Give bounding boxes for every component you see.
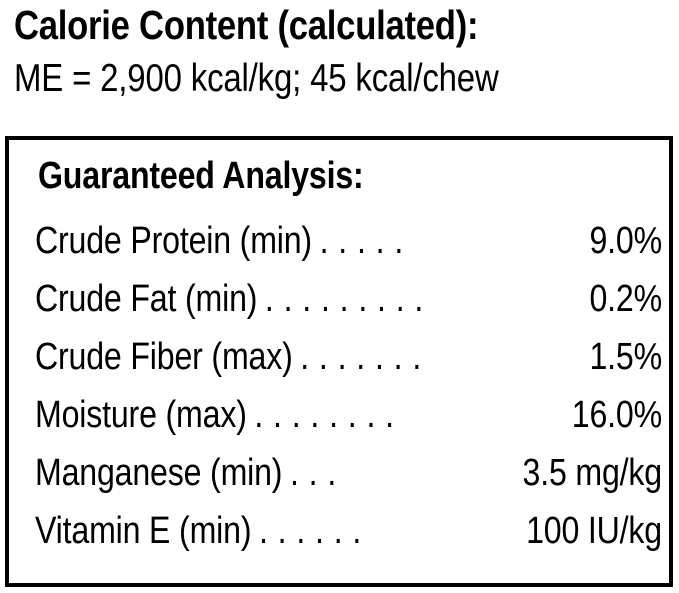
nutrient-name: Crude Fiber (max) bbox=[35, 336, 293, 378]
nutrient-name: Manganese (min) bbox=[35, 452, 283, 494]
guaranteed-analysis-box: Guaranteed Analysis: Crude Protein (min)… bbox=[5, 136, 673, 587]
analysis-row-inner: Crude Fiber (max) . . . . . . . 1.5% bbox=[35, 332, 662, 390]
dot-leader: . . . . . bbox=[319, 220, 404, 262]
nutrient-value: 16.0% bbox=[571, 394, 662, 436]
metabolizable-energy-statement: ME = 2,900 kcal/kg; 45 kcal/chew bbox=[14, 57, 499, 100]
nutrient-name: Crude Protein (min) bbox=[35, 220, 312, 262]
dot-leader: . . . . . . . . . bbox=[264, 278, 424, 320]
calorie-content-section: Calorie Content (calculated): ME = 2,900… bbox=[0, 0, 679, 130]
nutrient-value: 0.2% bbox=[589, 278, 662, 320]
nutrient-value: 9.0% bbox=[589, 220, 662, 262]
analysis-row: Crude Fat (min) . . . . . . . . . 0.2% bbox=[9, 274, 669, 332]
dot-leader: . . . . . . . . bbox=[254, 394, 395, 436]
dot-leader: . . . bbox=[289, 452, 337, 494]
analysis-row: Manganese (min) . . . 3.5 mg/kg bbox=[9, 448, 669, 506]
analysis-row: Crude Protein (min) . . . . . 9.0% bbox=[9, 216, 669, 274]
nutrient-name: Crude Fat (min) bbox=[35, 278, 258, 320]
nutrient-value: 3.5 mg/kg bbox=[522, 452, 663, 494]
nutrient-name: Vitamin E (min) bbox=[35, 510, 252, 552]
analysis-row-inner: Crude Fat (min) . . . . . . . . . 0.2% bbox=[35, 274, 662, 332]
dot-leader: . . . . . . bbox=[258, 510, 362, 552]
analysis-row: Crude Fiber (max) . . . . . . . 1.5% bbox=[9, 332, 669, 390]
nutrient-value: 100 IU/kg bbox=[526, 510, 662, 552]
calorie-content-title: Calorie Content (calculated): bbox=[14, 2, 479, 48]
guaranteed-analysis-content: Guaranteed Analysis: Crude Protein (min)… bbox=[9, 140, 669, 583]
guaranteed-analysis-heading: Guaranteed Analysis: bbox=[38, 155, 364, 197]
analysis-row-inner: Vitamin E (min) . . . . . . 100 IU/kg bbox=[35, 506, 662, 564]
analysis-row: Vitamin E (min) . . . . . . 100 IU/kg bbox=[9, 506, 669, 564]
analysis-row-inner: Moisture (max) . . . . . . . . 16.0% bbox=[35, 390, 662, 448]
analysis-row-inner: Manganese (min) . . . 3.5 mg/kg bbox=[35, 448, 662, 506]
dot-leader: . . . . . . . bbox=[300, 336, 422, 378]
guaranteed-analysis-rows: Crude Protein (min) . . . . . 9.0% Crude… bbox=[9, 216, 669, 564]
nutrient-name: Moisture (max) bbox=[35, 394, 247, 436]
analysis-row: Moisture (max) . . . . . . . . 16.0% bbox=[9, 390, 669, 448]
analysis-row-inner: Crude Protein (min) . . . . . 9.0% bbox=[35, 216, 662, 274]
nutrient-value: 1.5% bbox=[589, 336, 662, 378]
